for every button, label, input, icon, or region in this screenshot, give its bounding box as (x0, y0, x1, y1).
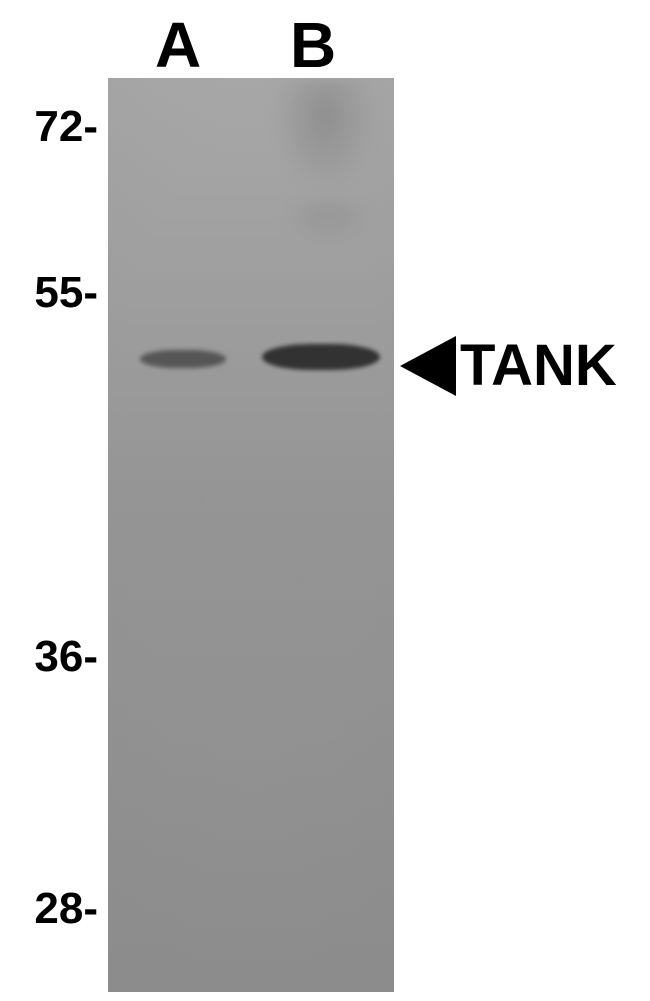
noise-speck (350, 900, 353, 903)
band-lane-A (140, 350, 226, 368)
noise-speck (200, 500, 203, 503)
noise-speck (170, 680, 173, 683)
target-annotation: TANK (400, 332, 617, 399)
arrow-left-icon (400, 336, 456, 396)
mw-marker-36: 36- (34, 632, 98, 682)
band-lane-B (262, 344, 380, 370)
noise-speck (330, 740, 334, 744)
lane-label-a: A (155, 8, 201, 82)
noise-speck (150, 820, 153, 823)
mw-marker-28: 28- (34, 884, 98, 934)
blot-membrane (108, 78, 394, 992)
western-blot-figure: A B 72- 55- 36- 28- TANK (0, 0, 650, 1001)
noise-speck (300, 580, 303, 583)
mw-marker-55: 55- (34, 268, 98, 318)
noise-speck (240, 450, 242, 452)
target-protein-label: TANK (460, 332, 617, 399)
smear-B-0 (270, 80, 380, 200)
smear-B-1 (278, 200, 378, 250)
lane-label-b: B (290, 8, 336, 82)
mw-marker-72: 72- (34, 102, 98, 152)
